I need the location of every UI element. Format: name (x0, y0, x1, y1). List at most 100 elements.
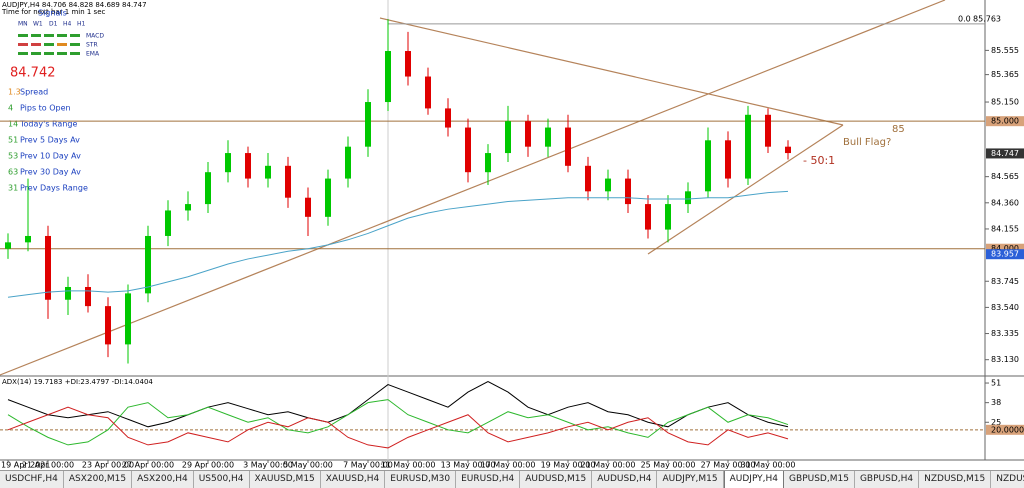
x-tick-label: 21 Apr 00:00 (22, 461, 74, 470)
candle-body (165, 210, 171, 236)
info-value: 14 (8, 120, 18, 129)
x-tick-label: 19 May 00:00 (541, 461, 596, 470)
x-tick-label: 3 May 00:00 (243, 461, 293, 470)
candle-body (305, 197, 311, 217)
timer: Time for next bar 1 min 1 sec (1, 8, 106, 16)
series-line (7, 190, 789, 298)
info-label: Pips to Open (20, 104, 71, 113)
trend-line (379, 17, 844, 126)
tab[interactable]: AUDJPY,H4 (723, 471, 785, 488)
candle-body (545, 127, 551, 147)
candle-body (725, 140, 731, 179)
tab[interactable]: GBPUSD,M15 (784, 471, 855, 488)
tab[interactable]: GBPUSD,H4 (855, 471, 920, 488)
ask-label: 83.957 (991, 250, 1019, 259)
y-tick-label: 51 (991, 379, 1001, 388)
candle-body (665, 204, 671, 230)
series-line (7, 380, 789, 428)
candle-body (645, 204, 651, 230)
tab[interactable]: XAUUSD,M15 (250, 471, 321, 488)
candle-body (5, 242, 11, 249)
symbol-header: AUDJPY,H4 84.706 84.828 84.689 84.747 (2, 1, 147, 9)
tab[interactable]: AUDUSD,M15 (520, 471, 593, 488)
level-label-bg (986, 424, 1024, 435)
candle-body (585, 165, 591, 192)
candle-body (625, 178, 631, 205)
candle-body (65, 286, 71, 300)
candle-body (185, 204, 191, 211)
candle-body (145, 235, 151, 294)
candle-body (745, 114, 751, 179)
candle-body (105, 306, 111, 345)
timeframe: MN (18, 21, 28, 28)
y-tick-label: 84.565 (991, 172, 1019, 181)
level-label-bg (986, 243, 1024, 254)
info-label: Prev 30 Day Av (20, 168, 81, 177)
tab[interactable]: NZDUSD,M15 (919, 471, 992, 488)
timeframe: H4 (63, 21, 72, 28)
info-price: 84.742 (10, 66, 56, 81)
timeframe: D1 (49, 21, 58, 28)
candle-body (325, 178, 331, 217)
info-value: 1.3 (8, 88, 21, 97)
x-tick-label: 13 May 00:00 (441, 461, 496, 470)
trend-line (0, 0, 946, 376)
candle-body (345, 146, 351, 179)
y-tick-label: 83.745 (991, 277, 1019, 286)
indicator-label: EMA (86, 51, 100, 58)
level-label: 85.000 (991, 117, 1019, 126)
timeframe: W1 (33, 21, 43, 28)
tab[interactable]: EURUSD,H4 (456, 471, 521, 488)
candle-body (45, 235, 51, 300)
indicator-label: MACD (86, 33, 104, 40)
chart: AUDJPY,H4 84.706 84.828 84.689 84.747 Ti… (0, 0, 1024, 470)
tab[interactable]: NZDUSD,H4 (991, 471, 1024, 488)
annotation: - 50:1 (803, 154, 835, 167)
tab-bar: USDCHF,H4 ASX200,M15 ASX200,H4 US500,H4 XAUU… (0, 470, 1024, 488)
tab[interactable]: ASX200,M15 (64, 471, 133, 488)
candle-body (685, 191, 691, 205)
y-tick-label: 85.365 (991, 70, 1019, 79)
ask-marker (986, 249, 1024, 260)
signal-grid (18, 34, 80, 55)
tab[interactable]: USDCHF,H4 (0, 471, 64, 488)
candle-body (445, 108, 451, 128)
level-label: 84.000 (991, 244, 1019, 253)
y-tick-label: 83.540 (991, 303, 1019, 312)
candle-body (525, 121, 531, 147)
candle-body (465, 127, 471, 173)
tab[interactable]: AUDUSD,H4 (592, 471, 658, 488)
info-label: Prev 10 Day Av (20, 152, 81, 161)
series-line (7, 399, 789, 446)
x-tick-label: 11 May 00:00 (381, 461, 436, 470)
annotation: 85 (892, 124, 905, 135)
fib-label: 85.763 (973, 14, 1001, 23)
indicator-title: ADX(14) 19.7183 +DI:23.4797 -DI:14.0404 (2, 378, 153, 386)
bid-marker (986, 148, 1024, 159)
tab[interactable]: US500,H4 (194, 471, 250, 488)
x-tick-label: 23 Apr 00:00 (82, 461, 134, 470)
annotation: Bull Flag? (843, 137, 891, 148)
trend-line (647, 124, 844, 255)
candle-body (425, 76, 431, 109)
y-tick-label: 84.155 (991, 224, 1019, 233)
bid-label: 84.747 (991, 149, 1019, 158)
candle-body (565, 127, 571, 166)
candle-body (605, 178, 611, 192)
tab[interactable]: AUDJPY,M15 (657, 471, 724, 488)
info-value: 63 (8, 168, 18, 177)
x-tick-label: 21 May 00:00 (581, 461, 636, 470)
tab[interactable]: XAUUSD,H4 (321, 471, 386, 488)
candle-body (505, 121, 511, 154)
info-label: Spread (20, 88, 48, 97)
y-tick-label: 83.335 (991, 329, 1019, 338)
y-tick-label: 83.130 (991, 355, 1019, 364)
tab[interactable]: EURUSD,M30 (385, 471, 457, 488)
fib-name: 0.0 (958, 14, 971, 23)
candle-body (285, 165, 291, 198)
y-tick-label: 38 (991, 398, 1001, 407)
tab[interactable]: ASX200,H4 (132, 471, 194, 488)
x-tick-label: 7 May 00:00 (343, 461, 393, 470)
info-value: 4 (8, 104, 13, 113)
candle-body (785, 146, 791, 154)
